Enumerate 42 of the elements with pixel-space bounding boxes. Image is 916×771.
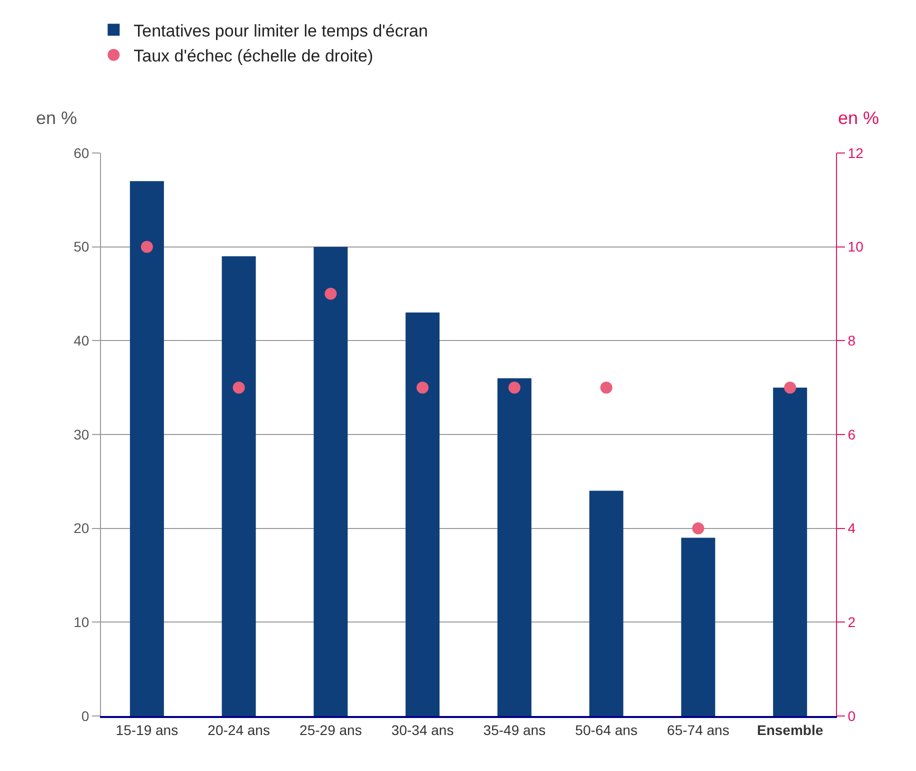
bar [681, 538, 716, 716]
bar [314, 246, 348, 716]
y2-tick-label: 2 [848, 614, 856, 630]
bar [222, 256, 256, 716]
x-tick-label: 30-34 ans [391, 722, 454, 738]
bar [406, 312, 440, 716]
bar [589, 490, 624, 716]
point [232, 382, 245, 394]
legend-label: Tentatives pour limiter le temps d'écran [134, 21, 428, 40]
x-tick-label: 35-49 ans [483, 722, 546, 738]
y2-tick-label: 6 [848, 426, 856, 442]
y-tick-label: 40 [74, 332, 90, 349]
x-tick-label: 15-19 ans [116, 722, 178, 738]
point [140, 240, 153, 253]
y2-tick-label: 4 [848, 520, 856, 536]
y2-tick-label: 10 [848, 238, 864, 255]
point [692, 522, 704, 534]
y-tick-label: 30 [74, 426, 90, 442]
y-axis-title: en % [36, 108, 78, 128]
y2-tick-label: 12 [848, 144, 864, 161]
y2-axis-title: en % [838, 108, 880, 128]
y-tick-label: 50 [74, 238, 90, 255]
legend-label: Taux d'échec (échelle de droite) [134, 46, 374, 66]
point [784, 382, 796, 394]
point [324, 288, 337, 300]
point [600, 382, 612, 394]
point [416, 382, 429, 394]
y2-tick-label: 8 [848, 332, 856, 349]
x-tick-label: 25-29 ans [300, 722, 362, 738]
x-tick-label: 50-64 ans [575, 722, 638, 738]
y-tick-label: 0 [81, 708, 90, 724]
bar [497, 378, 532, 716]
bar [773, 388, 808, 716]
y-tick-label: 20 [74, 520, 90, 536]
y-tick-label: 10 [74, 614, 90, 630]
x-tick-label: Ensemble [756, 722, 824, 738]
y-tick-label: 60 [74, 144, 90, 161]
point [508, 382, 520, 394]
bar [130, 181, 164, 716]
x-tick-label: 20-24 ans [208, 722, 270, 738]
x-tick-label: 65-74 ans [667, 722, 730, 738]
y2-tick-label: 0 [848, 708, 856, 724]
